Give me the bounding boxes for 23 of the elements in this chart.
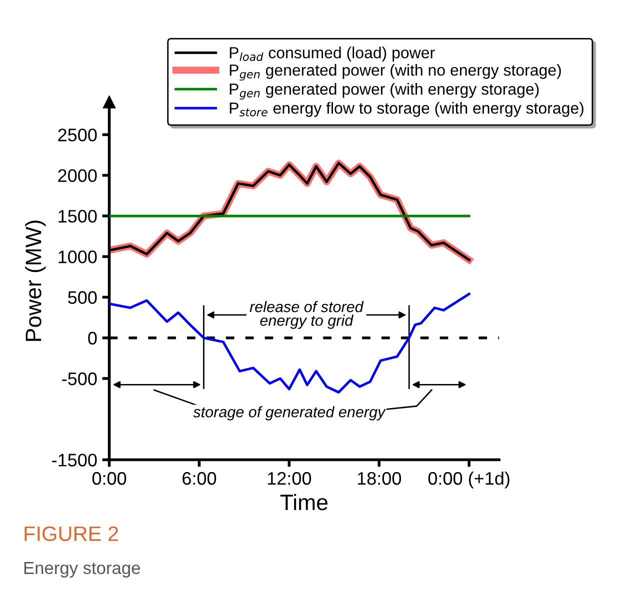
y-tick-label: 2500 xyxy=(58,128,97,142)
y-tick-label: 1000 xyxy=(58,250,97,264)
x-tick-label: 12:00 xyxy=(268,472,312,485)
text: Energy storage xyxy=(24,562,140,578)
x-tick-label: 6:00 xyxy=(182,472,216,485)
y-tick-label: 2000 xyxy=(58,169,97,182)
annotation: storage of generated energy xyxy=(193,406,386,420)
x-tick-label: 0:00 (+1d) xyxy=(428,472,510,488)
y-tick-label: 1500 xyxy=(58,210,97,223)
x-axis-title: Time xyxy=(280,494,328,510)
x-tick-label: 18:00 xyxy=(358,472,402,485)
y-tick-label: 500 xyxy=(68,291,97,304)
annotation: release of stored energy to grid xyxy=(250,300,364,329)
x-tick-label: 0:00 xyxy=(92,472,126,485)
y-axis-title: Power (MW) xyxy=(25,220,46,341)
legend-label: P$_{store}$ energy flow to storage (with energy storage) xyxy=(230,102,584,117)
legend-label: P$_{gen}$ generated power (with energy storage) xyxy=(230,83,539,100)
y-tick-label: 0 xyxy=(88,332,97,345)
legend-label: P$_{gen}$ generated power (with no energy storage) xyxy=(230,64,561,81)
caption: FIGURE 2 xyxy=(24,526,118,542)
y-tick-label: -1500 xyxy=(52,454,97,466)
y-tick-label: -500 xyxy=(62,372,97,386)
legend-label: P$_{load}$ consumed (load) power xyxy=(230,46,435,62)
